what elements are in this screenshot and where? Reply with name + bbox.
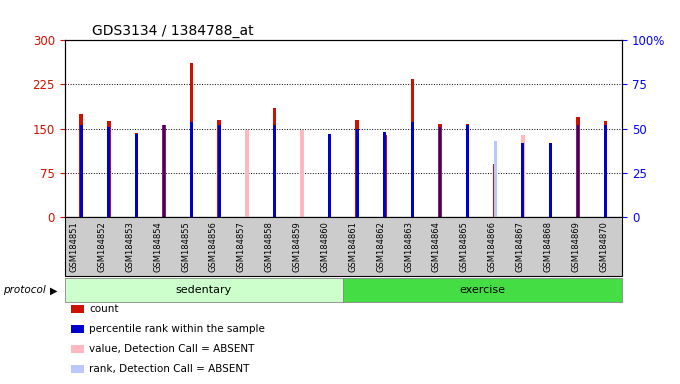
Bar: [384, 132, 386, 217]
Bar: [163, 124, 166, 217]
Text: GSM184865: GSM184865: [460, 221, 469, 272]
Text: GSM184855: GSM184855: [181, 221, 190, 272]
Text: GSM184861: GSM184861: [348, 221, 358, 272]
Bar: [190, 122, 193, 217]
Bar: [494, 164, 497, 217]
Text: GSM184859: GSM184859: [292, 221, 301, 272]
Text: GSM184856: GSM184856: [209, 221, 218, 272]
Bar: [328, 134, 331, 217]
Bar: [107, 127, 110, 217]
Bar: [549, 143, 551, 217]
Bar: [356, 120, 359, 217]
Bar: [466, 124, 469, 217]
Bar: [80, 125, 82, 217]
Text: GSM184868: GSM184868: [543, 221, 552, 272]
Bar: [80, 114, 83, 217]
Text: GSM184866: GSM184866: [488, 221, 496, 272]
Text: GSM184870: GSM184870: [599, 221, 608, 272]
Bar: [300, 130, 304, 217]
Text: GSM184869: GSM184869: [571, 221, 581, 272]
Text: GSM184864: GSM184864: [432, 221, 441, 272]
Bar: [521, 134, 525, 217]
Bar: [245, 130, 249, 217]
Bar: [135, 134, 138, 217]
Bar: [273, 108, 276, 217]
Bar: [466, 125, 469, 217]
Bar: [190, 63, 193, 217]
Bar: [439, 127, 441, 217]
Text: count: count: [89, 304, 118, 314]
Bar: [383, 134, 387, 217]
Bar: [605, 125, 607, 217]
Text: GSM184860: GSM184860: [320, 221, 330, 272]
Text: sedentary: sedentary: [176, 285, 232, 295]
Text: GSM184858: GSM184858: [265, 221, 273, 272]
Bar: [273, 125, 276, 217]
Text: protocol: protocol: [3, 285, 46, 295]
Text: value, Detection Call = ABSENT: value, Detection Call = ABSENT: [89, 344, 254, 354]
Bar: [576, 117, 580, 217]
Text: ▶: ▶: [50, 285, 57, 295]
Bar: [107, 121, 111, 217]
Text: exercise: exercise: [460, 285, 506, 295]
Bar: [135, 133, 138, 217]
Text: percentile rank within the sample: percentile rank within the sample: [89, 324, 265, 334]
Bar: [494, 141, 496, 217]
Bar: [218, 120, 221, 217]
Bar: [411, 122, 414, 217]
Bar: [411, 79, 414, 217]
Bar: [577, 125, 579, 217]
Text: GSM184852: GSM184852: [97, 221, 106, 272]
Text: GSM184854: GSM184854: [153, 221, 163, 272]
Text: rank, Detection Call = ABSENT: rank, Detection Call = ABSENT: [89, 364, 250, 374]
Bar: [549, 161, 552, 217]
Bar: [163, 125, 165, 217]
Text: GSM184851: GSM184851: [69, 221, 79, 272]
Text: GSM184862: GSM184862: [376, 221, 385, 272]
Text: GSM184863: GSM184863: [404, 221, 413, 272]
Bar: [328, 134, 331, 217]
Bar: [604, 121, 607, 217]
Bar: [438, 124, 442, 217]
Text: GSM184853: GSM184853: [125, 221, 135, 272]
Text: GDS3134 / 1384788_at: GDS3134 / 1384788_at: [92, 24, 254, 38]
Bar: [356, 129, 358, 217]
Bar: [522, 143, 524, 217]
Bar: [218, 125, 220, 217]
Text: GSM184867: GSM184867: [515, 221, 525, 272]
Text: GSM184857: GSM184857: [237, 221, 246, 272]
